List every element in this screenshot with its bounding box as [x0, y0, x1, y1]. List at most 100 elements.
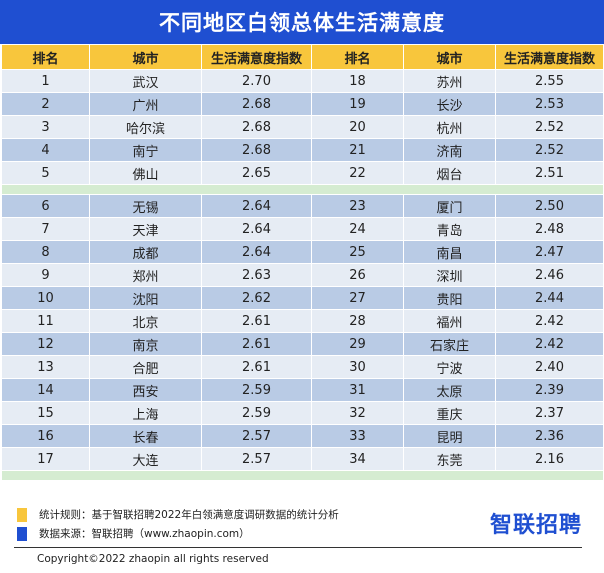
cell-city-left: 合肥	[89, 355, 202, 379]
footer-divider	[14, 547, 582, 548]
cell-city-left: 南京	[89, 332, 202, 356]
cell-city-right: 宁波	[403, 355, 496, 379]
yellow-swatch-icon	[17, 507, 27, 522]
cell-index-right: 2.52	[495, 138, 604, 162]
cell-rank-right: 30	[311, 355, 404, 379]
cell-rank-left: 9	[1, 263, 90, 287]
header-index-left: 生活满意度指数	[201, 44, 312, 70]
cell-rank-right: 32	[311, 401, 404, 425]
cell-city-left: 哈尔滨	[89, 115, 202, 139]
separator-row	[1, 470, 604, 481]
cell-index-left: 2.64	[201, 240, 312, 264]
cell-city-left: 武汉	[89, 69, 202, 93]
cell-index-right: 2.46	[495, 263, 604, 287]
cell-rank-right: 23	[311, 194, 404, 218]
cell-index-right: 2.42	[495, 332, 604, 356]
cell-rank-left: 10	[1, 286, 90, 310]
cell-index-left: 2.62	[201, 286, 312, 310]
cell-index-right: 2.53	[495, 92, 604, 116]
cell-city-left: 佛山	[89, 161, 202, 185]
cell-rank-left: 6	[1, 194, 90, 218]
cell-index-right: 2.42	[495, 309, 604, 333]
cell-rank-right: 33	[311, 424, 404, 448]
cell-rank-right: 25	[311, 240, 404, 264]
cell-rank-right: 18	[311, 69, 404, 93]
cell-city-right: 重庆	[403, 401, 496, 425]
cell-rank-left: 14	[1, 378, 90, 402]
blue-swatch-icon	[17, 526, 27, 541]
separator-row	[1, 184, 604, 195]
cell-index-left: 2.63	[201, 263, 312, 287]
cell-index-right: 2.50	[495, 194, 604, 218]
cell-rank-right: 20	[311, 115, 404, 139]
cell-index-right: 2.39	[495, 378, 604, 402]
cell-city-left: 西安	[89, 378, 202, 402]
cell-rank-left: 11	[1, 309, 90, 333]
cell-rank-right: 34	[311, 447, 404, 471]
source-note: 数据来源：智联招聘（www.zhaopin.com）	[17, 526, 250, 541]
table-row: 4 南宁 2.68 21 济南 2.52	[1, 138, 604, 162]
cell-city-left: 无锡	[89, 194, 202, 218]
header-city-left: 城市	[89, 44, 202, 70]
table-row: 17 大连 2.57 34 东莞 2.16	[1, 447, 604, 471]
cell-index-left: 2.61	[201, 355, 312, 379]
cell-city-left: 成都	[89, 240, 202, 264]
cell-index-left: 2.65	[201, 161, 312, 185]
cell-city-right: 苏州	[403, 69, 496, 93]
table-row: 16 长春 2.57 33 昆明 2.36	[1, 424, 604, 448]
table-body: 1 武汉 2.70 18 苏州 2.55 2 广州 2.68 19 长沙 2.53 3 哈尔滨 2.68 20…	[1, 69, 604, 481]
cell-index-right: 2.47	[495, 240, 604, 264]
cell-rank-left: 7	[1, 217, 90, 241]
cell-index-left: 2.57	[201, 424, 312, 448]
cell-rank-left: 16	[1, 424, 90, 448]
zhaopin-logo: 智联招聘	[489, 513, 582, 538]
cell-index-right: 2.52	[495, 115, 604, 139]
table-row: 13 合肥 2.61 30 宁波 2.40	[1, 355, 604, 379]
cell-city-right: 昆明	[403, 424, 496, 448]
cell-index-left: 2.61	[201, 332, 312, 356]
cell-index-right: 2.36	[495, 424, 604, 448]
cell-city-left: 上海	[89, 401, 202, 425]
cell-index-right: 2.44	[495, 286, 604, 310]
cell-index-right: 2.55	[495, 69, 604, 93]
cell-city-right: 青岛	[403, 217, 496, 241]
table-row: 6 无锡 2.64 23 厦门 2.50	[1, 194, 604, 218]
source-note-text: 数据来源：智联招聘（www.zhaopin.com）	[39, 528, 250, 540]
cell-index-right: 2.16	[495, 447, 604, 471]
table-row: 2 广州 2.68 19 长沙 2.53	[1, 92, 604, 116]
cell-rank-left: 12	[1, 332, 90, 356]
cell-rank-right: 27	[311, 286, 404, 310]
cell-city-right: 长沙	[403, 92, 496, 116]
table-row: 5 佛山 2.65 22 烟台 2.51	[1, 161, 604, 185]
cell-rank-right: 21	[311, 138, 404, 162]
table-row: 14 西安 2.59 31 太原 2.39	[1, 378, 604, 402]
cell-index-right: 2.37	[495, 401, 604, 425]
cell-city-left: 天津	[89, 217, 202, 241]
copyright-text: Copyright©2022 zhaopin all rights reserv…	[37, 553, 269, 565]
cell-rank-left: 5	[1, 161, 90, 185]
cell-index-right: 2.40	[495, 355, 604, 379]
cell-city-right: 厦门	[403, 194, 496, 218]
table-row: 8 成都 2.64 25 南昌 2.47	[1, 240, 604, 264]
table-row: 15 上海 2.59 32 重庆 2.37	[1, 401, 604, 425]
cell-city-right: 济南	[403, 138, 496, 162]
table-row: 3 哈尔滨 2.68 20 杭州 2.52	[1, 115, 604, 139]
cell-index-left: 2.70	[201, 69, 312, 93]
cell-city-right: 东莞	[403, 447, 496, 471]
cell-rank-right: 29	[311, 332, 404, 356]
separator-cell	[1, 184, 604, 195]
cell-index-left: 2.57	[201, 447, 312, 471]
cell-city-left: 广州	[89, 92, 202, 116]
cell-rank-left: 2	[1, 92, 90, 116]
cell-index-left: 2.64	[201, 217, 312, 241]
cell-city-right: 福州	[403, 309, 496, 333]
cell-index-left: 2.61	[201, 309, 312, 333]
cell-rank-left: 1	[1, 69, 90, 93]
cell-city-right: 贵阳	[403, 286, 496, 310]
cell-index-right: 2.48	[495, 217, 604, 241]
cell-city-right: 杭州	[403, 115, 496, 139]
separator-cell	[1, 470, 604, 481]
rule-note-text: 统计规则：基于智联招聘2022年白领满意度调研数据的统计分析	[39, 509, 339, 521]
cell-index-left: 2.68	[201, 92, 312, 116]
cell-city-right: 南昌	[403, 240, 496, 264]
